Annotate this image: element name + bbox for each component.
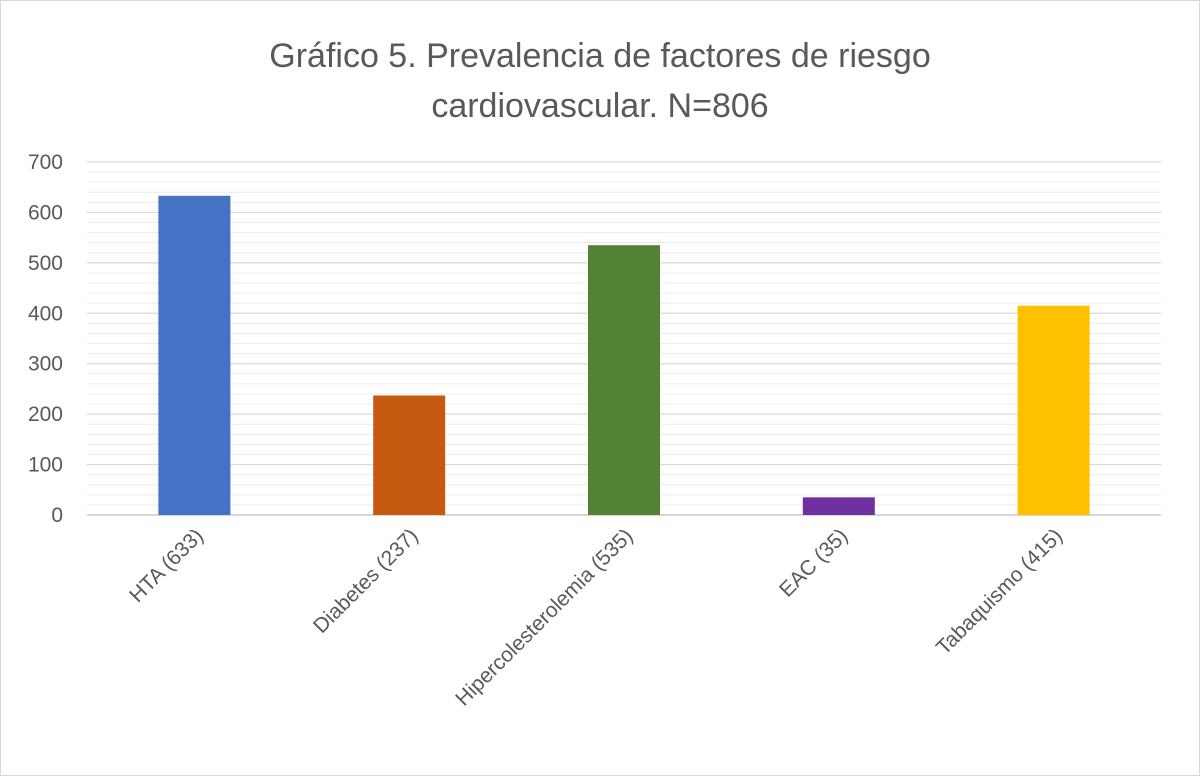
x-category-label: EAC (35): [775, 524, 852, 601]
bar-2: [588, 245, 660, 515]
x-category-label: Hipercolesterolemia (535): [451, 524, 637, 710]
y-tick-label: 600: [28, 201, 63, 224]
y-tick-label: 400: [28, 302, 63, 325]
y-tick-label: 500: [28, 252, 63, 275]
chart-title-line-2: cardiovascular. N=806: [431, 87, 769, 125]
x-category-label: Diabetes (237): [309, 524, 423, 638]
x-category-label: Tabaquismo (415): [932, 524, 1067, 659]
bar-3: [802, 497, 875, 515]
bar-4: [1017, 305, 1090, 515]
y-tick-label: 100: [28, 454, 63, 477]
y-tick-label: 0: [51, 504, 63, 527]
y-tick-label: 200: [28, 403, 63, 426]
chart-title: Gráfico 5. Prevalencia de factores de ri…: [1, 31, 1199, 131]
bar-0: [158, 195, 231, 515]
x-axis-labels: HTA (633) Diabetes (237) Hipercolesterolem…: [125, 524, 1067, 710]
bars: [158, 195, 1090, 515]
x-category-label: HTA (633): [125, 524, 208, 607]
chart-title-line-1: Gráfico 5. Prevalencia de factores de ri…: [269, 37, 931, 75]
y-axis-ticks: 0 100 200 300 400 500 600 700: [28, 151, 63, 527]
y-tick-label: 300: [28, 353, 63, 376]
bar-1: [373, 395, 446, 515]
y-tick-label: 700: [28, 151, 63, 174]
